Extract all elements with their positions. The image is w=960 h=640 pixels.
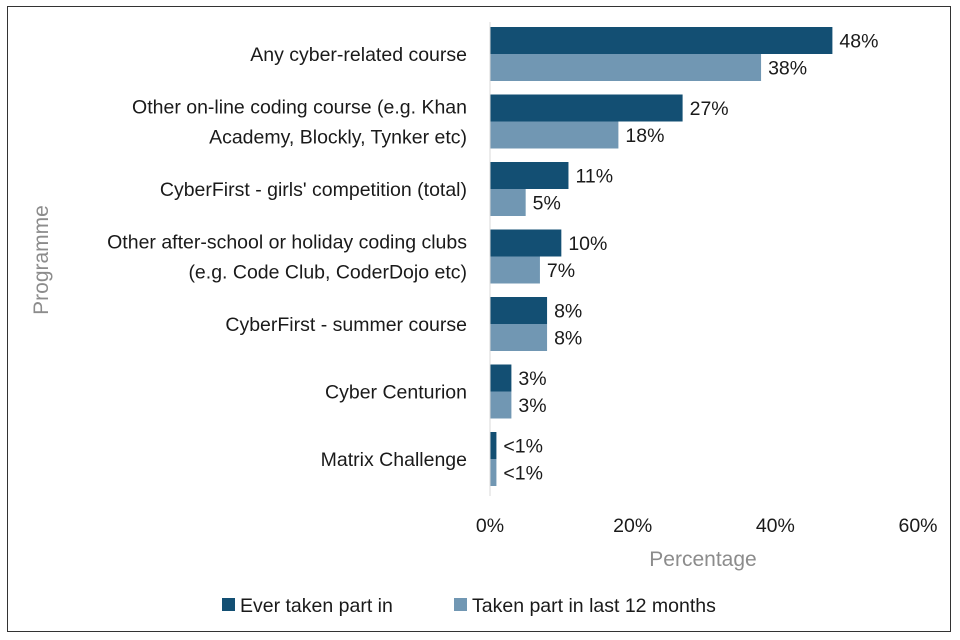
bar-ever-1 — [490, 94, 683, 122]
value-label: 10% — [568, 233, 607, 255]
bar-last-12-months-4 — [490, 324, 548, 351]
bar-last-12-months-3 — [490, 256, 540, 284]
legend-label: Taken part in last 12 months — [472, 595, 716, 617]
x-tick-labels: 0% 20% 40% 60% — [476, 515, 938, 537]
value-label: 8% — [554, 328, 582, 350]
bar-last-12-months-0 — [490, 54, 762, 81]
bar-last-12-months-5 — [490, 391, 512, 419]
chart-frame — [7, 6, 951, 632]
category-label: Cyber Centurion — [325, 382, 467, 404]
value-label: 38% — [768, 58, 807, 80]
x-tick-label: 40% — [756, 515, 795, 537]
bar-last-12-months-6 — [490, 459, 497, 486]
bars-group — [490, 27, 833, 486]
bar-ever-4 — [490, 297, 548, 324]
value-label: 7% — [547, 260, 575, 282]
x-tick-label: 20% — [613, 515, 652, 537]
bar-ever-0 — [490, 27, 833, 54]
legend-swatch — [454, 598, 467, 611]
bar-ever-2 — [490, 162, 569, 189]
category-label: CyberFirst - girls' competition (total) — [160, 179, 467, 201]
legend: Ever taken part in Taken part in last 12 … — [222, 595, 716, 617]
category-label: CyberFirst - summer course — [225, 314, 467, 336]
value-label: 27% — [690, 98, 729, 120]
bar-last-12-months-1 — [490, 121, 619, 149]
bar-ever-6 — [490, 432, 497, 459]
value-label: 8% — [554, 301, 582, 323]
bar-last-12-months-2 — [490, 189, 526, 216]
x-tick-label: 60% — [898, 515, 937, 537]
category-label: Other after-school or holiday coding clu… — [107, 232, 467, 254]
bar-ever-5 — [490, 364, 512, 392]
value-label: 3% — [518, 395, 546, 417]
category-label: Any cyber-related course — [250, 44, 467, 66]
y-axis-title: Programme — [30, 205, 53, 315]
value-label: 5% — [533, 193, 561, 215]
value-label: 18% — [625, 125, 664, 147]
legend-label: Ever taken part in — [240, 595, 393, 617]
x-tick-label: 0% — [476, 515, 504, 537]
category-labels: Any cyber-related course Other on-line co… — [107, 44, 467, 471]
value-label: <1% — [503, 463, 543, 485]
legend-swatch — [222, 598, 235, 611]
value-label: <1% — [503, 436, 543, 458]
x-axis-title: Percentage — [649, 548, 756, 571]
category-label: (e.g. Code Club, CoderDojo etc) — [188, 262, 467, 284]
bar-ever-3 — [490, 229, 562, 257]
category-label: Academy, Blockly, Tynker etc) — [209, 127, 467, 149]
value-labels: 48% 38% 27% 18% 11% 5% 10% 7% 8% 8% 3% 3% <1% <1% — [503, 31, 878, 485]
category-label: Matrix Challenge — [321, 449, 467, 471]
value-label: 3% — [518, 368, 546, 390]
category-label: Other on-line coding course (e.g. Khan — [132, 97, 467, 119]
value-label: 48% — [839, 31, 878, 53]
value-label: 11% — [575, 166, 613, 188]
